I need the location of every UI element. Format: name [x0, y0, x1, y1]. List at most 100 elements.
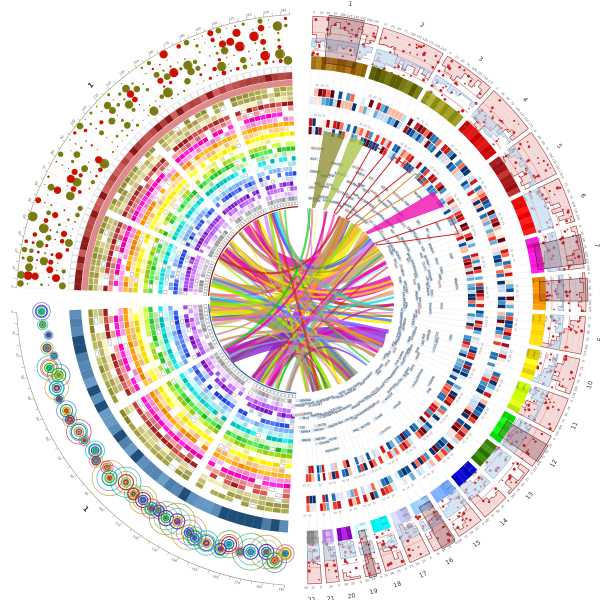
tile-cell	[150, 251, 155, 256]
tile-cell	[183, 333, 188, 338]
tile-cell	[139, 283, 144, 288]
tile-cell	[160, 250, 165, 255]
tile-cell	[158, 290, 163, 294]
white-cell	[68, 283, 74, 290]
tile-cell	[255, 168, 260, 173]
tile-cell	[182, 265, 187, 269]
scatter-dot	[524, 409, 526, 411]
heatmap-cell	[314, 88, 318, 96]
bubble-dot	[52, 212, 58, 218]
tick-label: 75	[512, 258, 517, 262]
tick-label: rj9a1i	[300, 398, 309, 403]
tile-empty-box	[159, 312, 163, 317]
tick-label: 40%	[311, 542, 318, 546]
bubble-dot	[118, 93, 121, 96]
bubble-dot	[272, 61, 274, 63]
bubble-dot	[50, 204, 52, 206]
scatter-dot	[454, 82, 457, 85]
tick-label: 40	[27, 396, 32, 401]
bubble-dot	[260, 39, 266, 45]
tick-label: 4	[521, 96, 529, 104]
tile-cell	[106, 223, 112, 230]
scatter-dot	[513, 468, 516, 471]
tick-label: 75	[483, 324, 487, 328]
tile-cell	[94, 246, 100, 253]
tile-cell	[99, 317, 104, 325]
tile-cell	[124, 282, 129, 287]
tile-cell	[287, 151, 291, 156]
tile-cell	[94, 272, 99, 278]
tile-cell	[252, 127, 258, 132]
tile-cell	[276, 443, 282, 448]
bubble-dot	[85, 141, 86, 142]
tick-label: 100	[573, 386, 579, 393]
tile-cell	[257, 126, 263, 131]
tile-cell	[280, 458, 286, 463]
tick-label: 25	[515, 318, 519, 322]
tick-label: 20	[15, 353, 20, 358]
tile-cell	[233, 138, 239, 144]
tick-label: 75	[435, 171, 440, 176]
scatter-dot	[547, 327, 550, 330]
heatmap-cell	[476, 310, 484, 314]
scatter-dot	[441, 94, 443, 96]
white-cell	[264, 68, 271, 75]
tile-empty-box	[211, 337, 215, 341]
tick-label: 40%	[544, 316, 548, 323]
heatmap-cell	[313, 504, 316, 512]
tile-cell	[154, 237, 160, 243]
tile-cell	[265, 466, 272, 471]
bubble-dot	[47, 194, 48, 195]
heatmap-cell	[468, 297, 476, 300]
scatter-dot	[442, 74, 445, 77]
tile-cell	[161, 268, 166, 273]
scatter-dot	[490, 111, 492, 113]
bubble-dot	[125, 100, 133, 108]
tile-empty-box	[280, 204, 283, 208]
bubble-dot	[68, 168, 69, 169]
bubble-dot	[122, 140, 123, 141]
tile-cell	[111, 330, 117, 338]
tick-label: 175	[527, 121, 534, 128]
tile-cell	[266, 139, 271, 144]
tick-label: 50	[460, 58, 465, 63]
bubble-dot	[284, 56, 293, 65]
tile-cell	[168, 286, 173, 290]
tile-cell	[257, 173, 262, 178]
tick-label: h530	[329, 436, 337, 442]
scatter-dot	[336, 576, 338, 578]
tick-label: 20%	[431, 83, 439, 90]
bubble-dot	[217, 75, 218, 76]
tile-cell	[96, 333, 102, 341]
bubble-dot	[195, 44, 198, 47]
tick-label: 50	[35, 416, 40, 421]
heatmap-cell	[365, 452, 371, 460]
bubble-dot	[33, 232, 38, 237]
tick-label: 25	[410, 482, 415, 487]
tile-cell	[118, 234, 124, 240]
tile-cell	[146, 245, 152, 251]
tile-cell	[184, 314, 189, 319]
tile-cell	[175, 340, 181, 346]
tick-label: 50	[304, 586, 308, 590]
tile-empty-box	[95, 350, 100, 357]
tile-cell	[266, 435, 272, 440]
scatter-dot	[435, 55, 437, 57]
tile-cell	[194, 313, 199, 317]
tile-cell	[259, 439, 265, 445]
tile-cell	[118, 344, 124, 352]
scatter-dot	[508, 474, 511, 477]
tile-empty-box	[211, 261, 215, 264]
scatter-dot	[445, 86, 447, 88]
tile-cell	[139, 345, 145, 352]
tick-label: 190	[195, 26, 202, 32]
tile-cell	[246, 461, 253, 467]
tile-cell	[143, 289, 148, 294]
tile-empty-box	[161, 371, 166, 377]
tile-cell	[257, 100, 263, 105]
scatter-dot	[442, 505, 444, 507]
tile-cell	[276, 483, 283, 488]
bubble-dot	[116, 135, 119, 138]
tick-label: 190	[278, 587, 284, 591]
tile-cell	[158, 258, 163, 263]
